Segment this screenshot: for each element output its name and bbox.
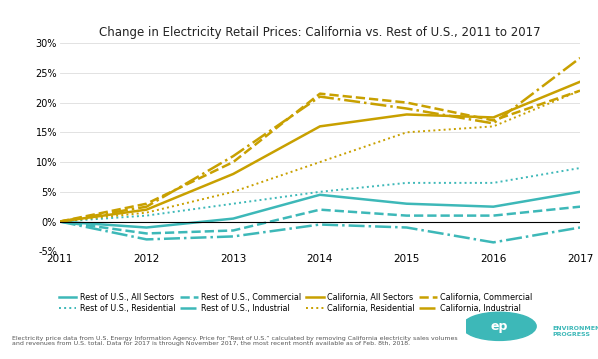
Text: ep: ep — [490, 320, 508, 333]
Text: ENVIRONMENTAL
PROGRESS: ENVIRONMENTAL PROGRESS — [552, 326, 598, 337]
Title: Change in Electricity Retail Prices: California vs. Rest of U.S., 2011 to 2017: Change in Electricity Retail Prices: Cal… — [99, 26, 541, 39]
Text: Electricity price data from U.S. Energy Information Agency. Price for “Rest of U: Electricity price data from U.S. Energy … — [12, 336, 457, 346]
Legend: Rest of U.S., All Sectors, Rest of U.S., Residential, Rest of U.S., Commercial, : Rest of U.S., All Sectors, Rest of U.S.,… — [59, 293, 532, 313]
Circle shape — [462, 312, 536, 340]
